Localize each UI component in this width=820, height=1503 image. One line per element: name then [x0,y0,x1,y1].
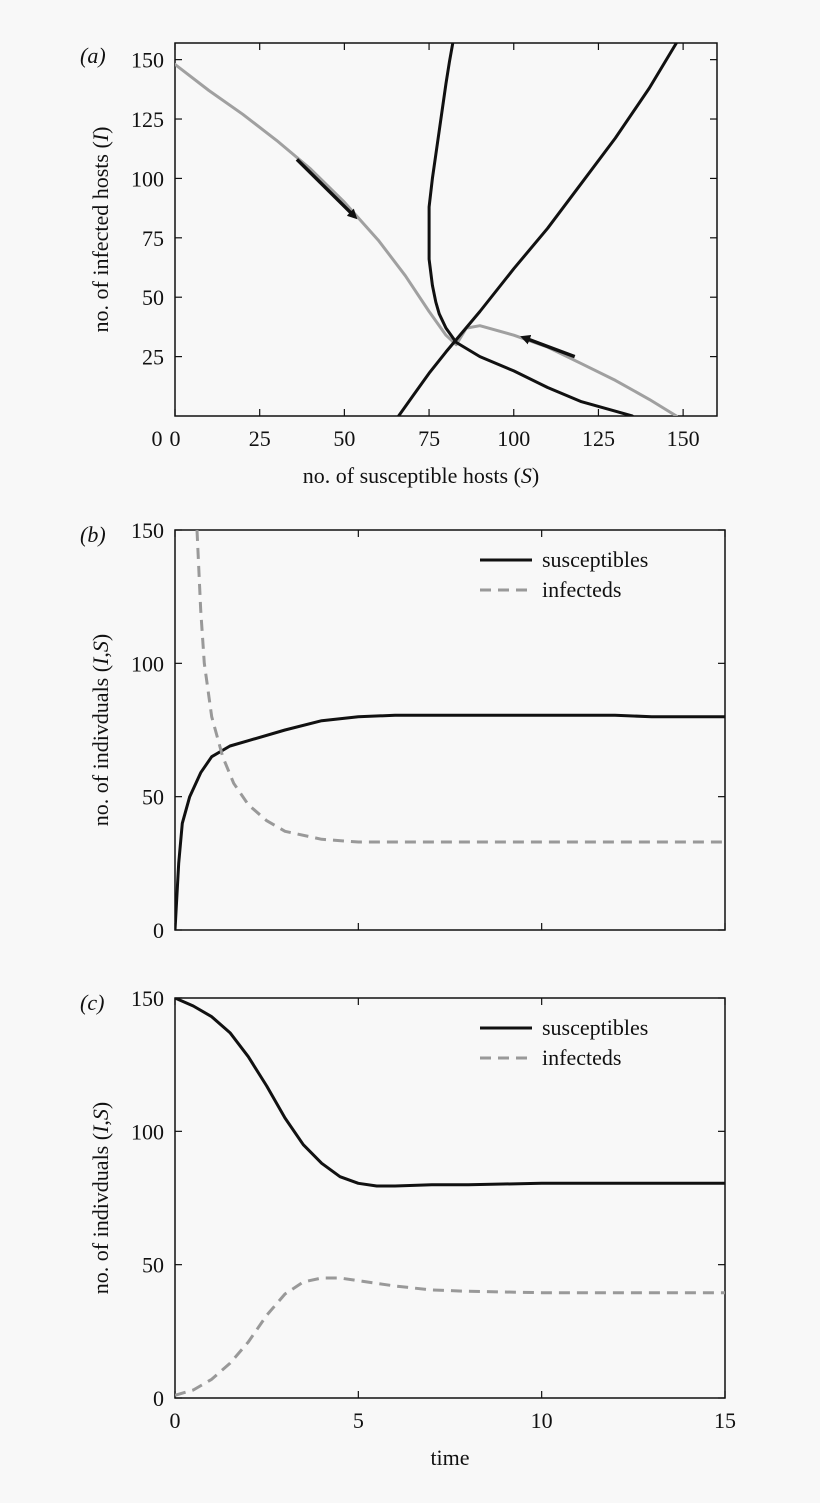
series-susceptibles [175,713,725,930]
series-trajectory-0 [175,62,678,416]
x-axis-label: time [430,1445,469,1470]
plot-frame [174,42,718,417]
y-tick-label: 0 [153,1386,164,1411]
y-tick-label: 50 [142,285,164,310]
y-axis-label: no. of infected hosts (I) [88,127,113,333]
series-infecteds [175,1276,725,1397]
panel-label: (a) [80,43,106,68]
series-nullcline-1 [427,43,634,416]
series-infecteds [195,530,725,844]
panel-label: (b) [80,522,106,547]
series-nullcline-2 [397,43,678,416]
x-tick-label: 100 [497,426,530,451]
legend-label-infecteds: infecteds [542,1045,621,1070]
legend-label-infecteds: infecteds [542,577,621,602]
y-tick-label: 150 [131,986,164,1011]
direction-arrow [520,335,576,359]
x-tick-label: 25 [249,426,271,451]
y-tick-label: 100 [131,166,164,191]
y-tick-label: 0 [153,918,164,943]
plot-frame [174,529,726,931]
y-tick-label: 150 [131,48,164,73]
y-tick-label: 75 [142,226,164,251]
x-tick-label: 50 [333,426,355,451]
x-tick-label: 10 [531,1408,553,1433]
y-tick-label: 100 [131,651,164,676]
y-axis-label: no. of indivduals (I,S) [88,1102,113,1294]
legend-label-susceptibles: susceptibles [542,547,648,572]
x-tick-label: 75 [418,426,440,451]
x-tick-label: 150 [667,426,700,451]
x-tick-label: 15 [714,1408,736,1433]
y-axis-label: no. of indivduals (I,S) [88,634,113,826]
y-tick-label: 125 [131,107,164,132]
legend-label-susceptibles: susceptibles [542,1015,648,1040]
y-tick-label: 100 [131,1119,164,1144]
panel-a-chart: 0 25 50 75 100 125 150 0 25 50 75 100 125 150 no. of s… [80,42,718,488]
plot-frame [174,997,726,1399]
series-susceptibles [175,998,725,1188]
x-tick-label: 5 [353,1408,364,1433]
panel-b-chart: 0 50 100 150 no. of indivduals (I,S) (b) susce… [80,518,726,943]
x-tick-label: 0 [152,426,163,451]
x-tick-label: 0 [170,426,181,451]
y-tick-label: 50 [142,1253,164,1278]
x-axis-label: no. of susceptible hosts (S) [303,463,539,488]
x-tick-label: 0 [170,1408,181,1433]
x-tick-label: 125 [582,426,615,451]
y-tick-label: 50 [142,785,164,810]
panel-label: (c) [80,990,104,1015]
y-tick-label: 25 [142,345,164,370]
y-tick-label: 150 [131,518,164,543]
direction-arrow [295,158,358,220]
